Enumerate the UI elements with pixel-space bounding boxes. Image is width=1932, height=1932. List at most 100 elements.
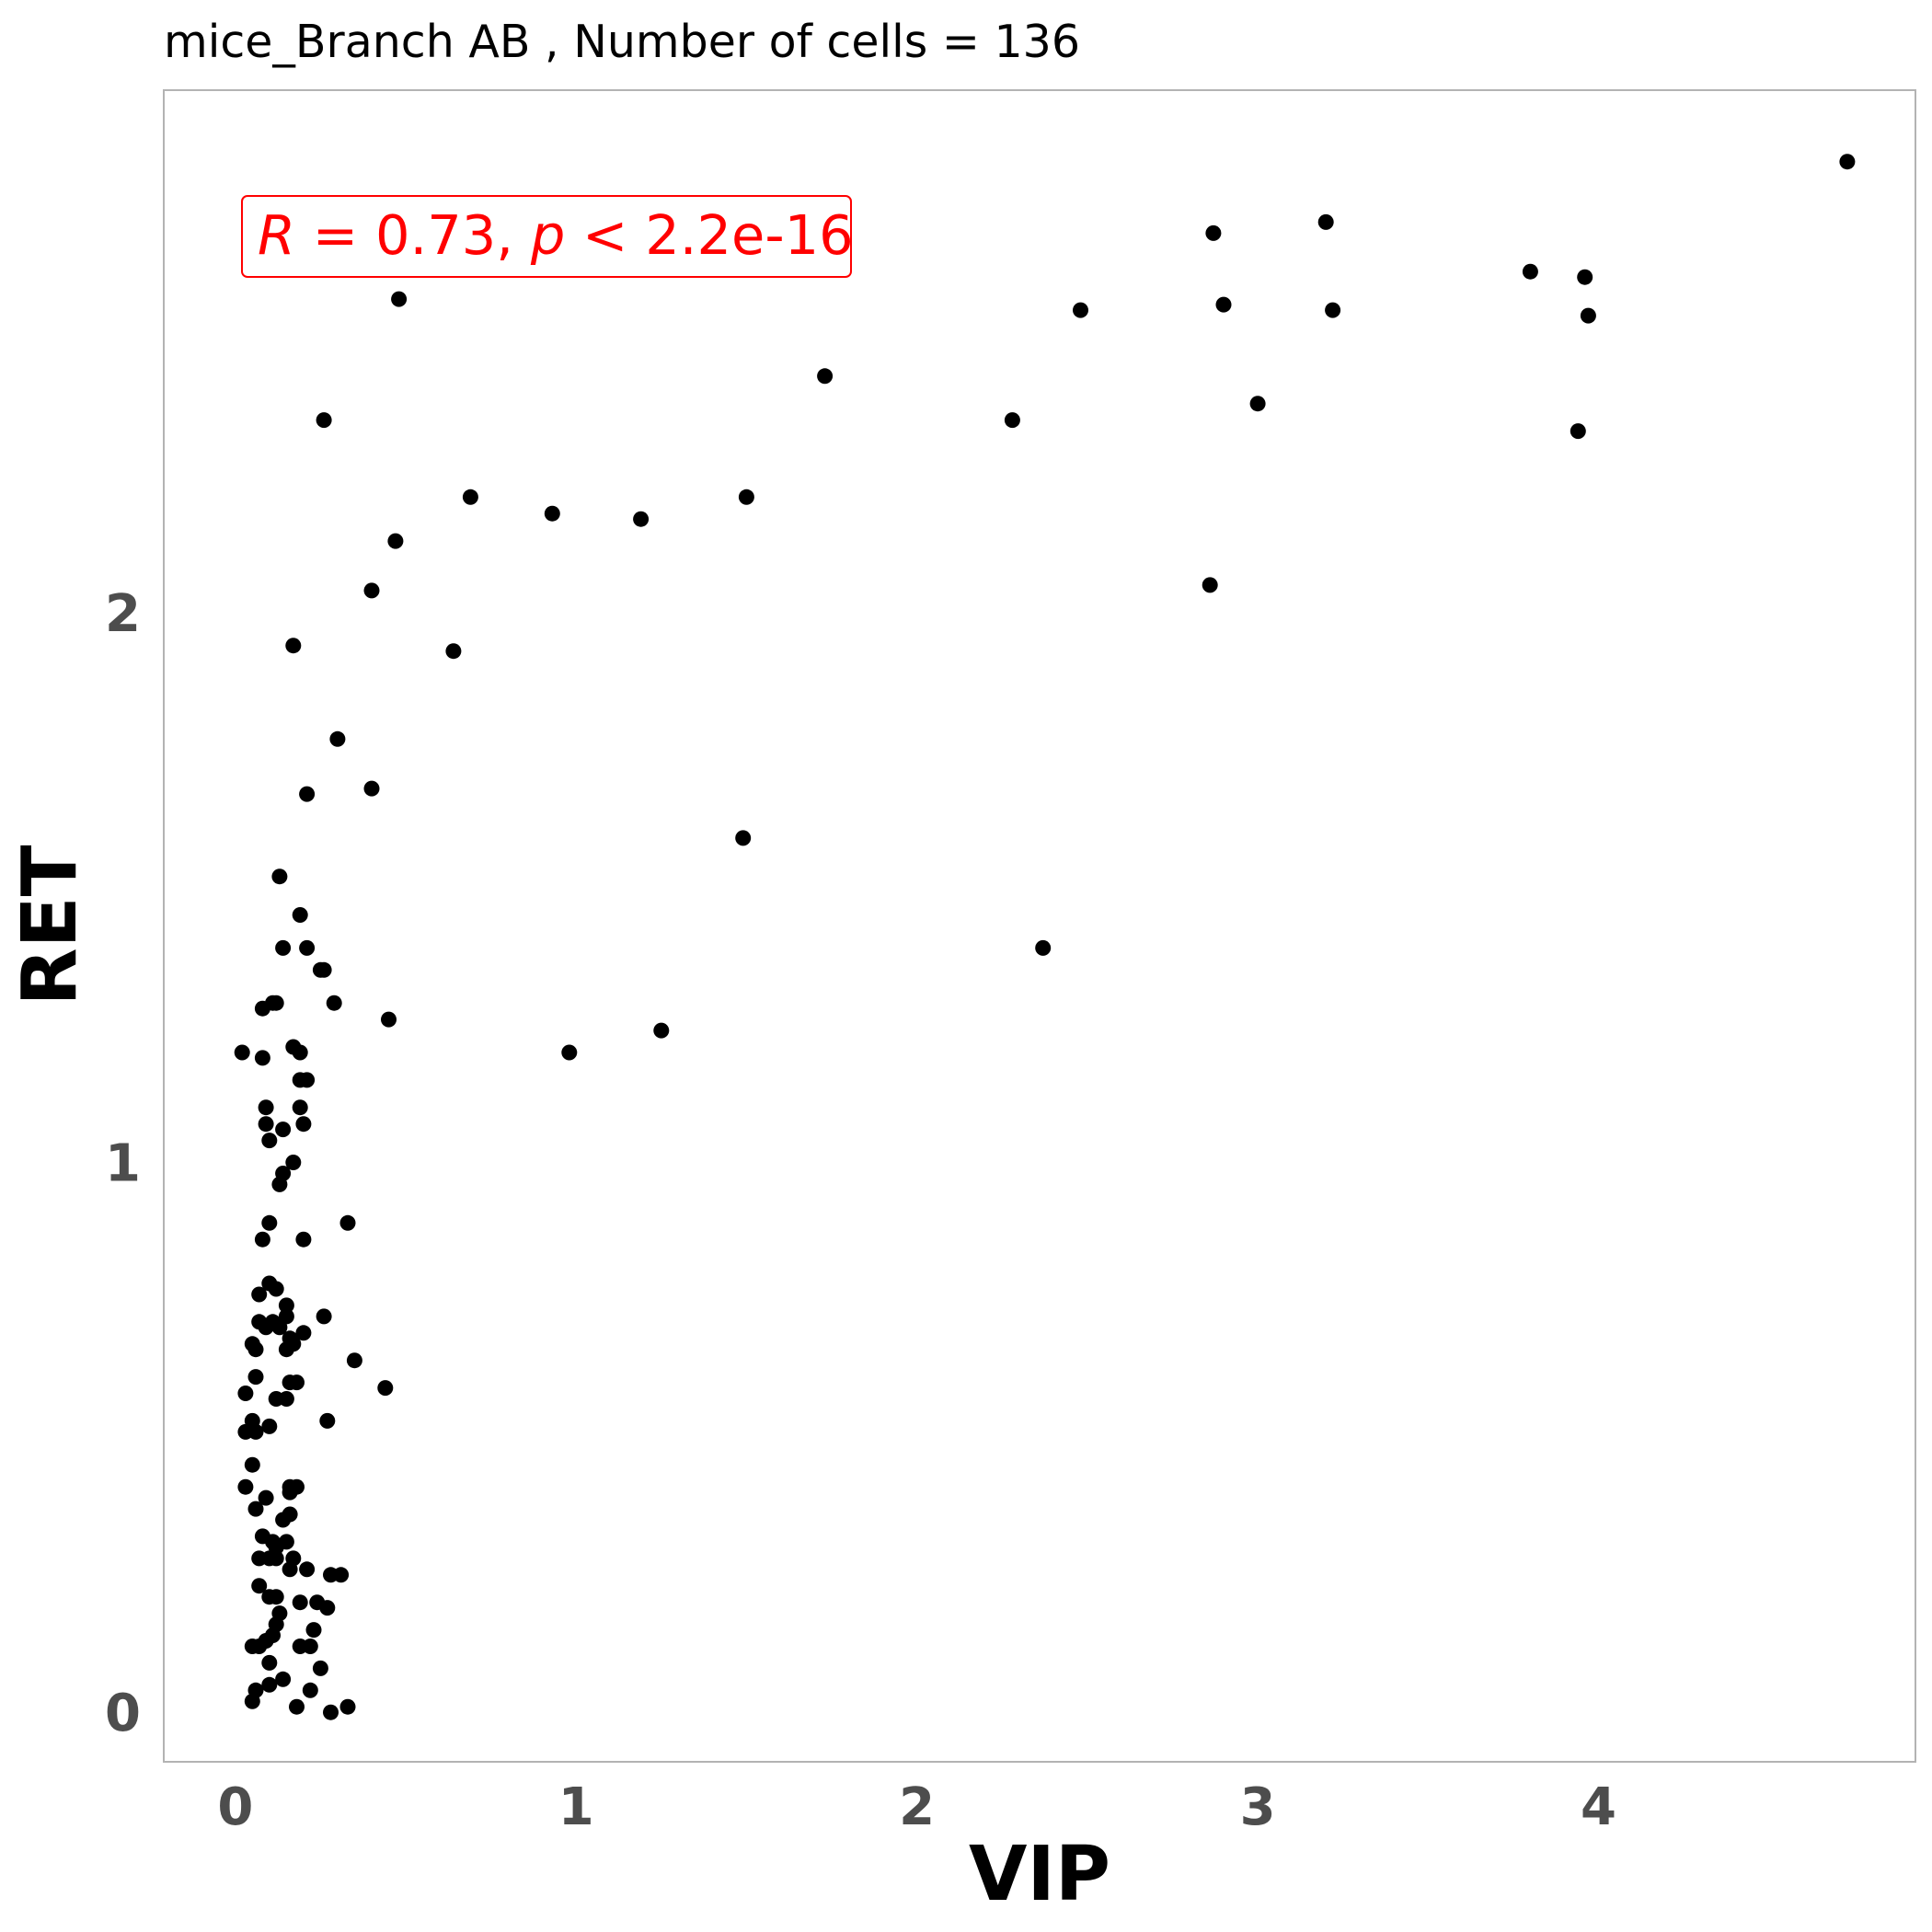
data-point [1249, 396, 1266, 412]
data-point [323, 1704, 339, 1720]
data-point [326, 995, 342, 1011]
data-point [1317, 213, 1334, 230]
data-point [261, 1418, 278, 1434]
data-point [254, 1050, 270, 1066]
data-point [381, 1011, 397, 1028]
data-point [299, 1072, 316, 1088]
data-point [561, 1044, 578, 1061]
data-point [333, 1567, 350, 1583]
data-point [302, 1639, 318, 1654]
data-point [247, 1369, 264, 1386]
data-point [1073, 302, 1088, 318]
data-point [1522, 263, 1538, 280]
data-point [653, 1022, 670, 1039]
data-point [1839, 154, 1856, 170]
data-point [285, 1336, 302, 1352]
data-point [1580, 307, 1596, 324]
y-axis-label: RET [6, 845, 94, 1006]
y-axis-ticks: 0 1 2 [105, 584, 141, 1743]
data-point [363, 780, 380, 797]
data-point [329, 730, 346, 747]
data-point [316, 412, 332, 429]
data-point [234, 1044, 250, 1061]
data-point [339, 1698, 356, 1715]
data-point [377, 1380, 394, 1397]
data-point [271, 1319, 288, 1336]
data-point [258, 1633, 274, 1649]
annotation-p-label: p [530, 203, 565, 267]
data-point [268, 1281, 284, 1297]
x-tick-label: 1 [558, 1777, 594, 1837]
data-point [292, 1594, 308, 1611]
data-point [299, 939, 316, 956]
x-tick-label: 4 [1581, 1777, 1616, 1837]
x-tick-label: 2 [899, 1777, 935, 1837]
data-points [234, 154, 1856, 1720]
data-point [258, 1116, 274, 1133]
data-point [275, 1121, 292, 1138]
data-point [292, 1044, 308, 1061]
data-point [271, 1176, 288, 1192]
data-point [251, 1578, 268, 1594]
data-point [271, 868, 288, 885]
data-point [251, 1286, 268, 1303]
data-point [282, 1561, 298, 1578]
annotation-text: R = 0.73, p < 2.2e-16 [258, 203, 854, 267]
data-point [261, 1676, 278, 1693]
data-point [237, 1478, 254, 1495]
data-point [299, 1561, 316, 1578]
data-point [312, 1660, 328, 1676]
data-point [282, 1484, 298, 1501]
data-point [633, 511, 650, 527]
data-point [738, 489, 754, 505]
data-point [268, 1550, 284, 1567]
annotation-r-label: R [258, 203, 295, 267]
data-point [275, 939, 292, 956]
data-point [261, 1654, 278, 1671]
data-point [237, 1423, 254, 1440]
data-point [289, 1374, 305, 1391]
data-point [319, 1412, 336, 1429]
data-point [295, 1231, 312, 1248]
data-point [261, 1133, 278, 1149]
data-point [735, 830, 752, 846]
data-point [319, 1600, 336, 1616]
data-point [244, 1456, 260, 1473]
data-point [462, 489, 478, 505]
x-axis-label: VIP [969, 1831, 1110, 1918]
data-point [445, 643, 462, 660]
data-point [1202, 577, 1218, 593]
data-point [275, 1512, 292, 1528]
data-point [339, 1214, 356, 1231]
data-point [292, 907, 308, 923]
data-point [295, 1116, 312, 1133]
data-point [254, 1231, 270, 1248]
data-point [316, 1308, 332, 1325]
data-point [1215, 296, 1232, 313]
data-point [295, 1325, 312, 1341]
data-point [363, 582, 380, 599]
data-point [299, 786, 316, 802]
data-point [254, 1000, 270, 1017]
data-point [346, 1352, 362, 1369]
data-point [261, 1214, 278, 1231]
data-point [305, 1622, 322, 1639]
data-point [258, 1489, 274, 1506]
chart-title: mice_Branch AB , Number of cells = 136 [164, 16, 1080, 68]
data-point [1325, 302, 1341, 318]
data-point [285, 638, 302, 654]
plot-panel-border [163, 89, 1916, 1763]
x-axis-ticks: 0 1 2 3 4 [217, 1777, 1616, 1837]
data-point [817, 368, 834, 385]
annotation-p-value: < 2.2e-16 [565, 203, 853, 267]
data-point [391, 291, 408, 307]
data-point [247, 1341, 264, 1358]
data-point [387, 533, 404, 549]
annotation-r-value: = 0.73, [295, 203, 531, 267]
data-point [1577, 269, 1593, 285]
annotation-box [241, 195, 852, 278]
data-point [1570, 423, 1586, 440]
data-point [258, 1099, 274, 1116]
data-point [278, 1297, 294, 1314]
